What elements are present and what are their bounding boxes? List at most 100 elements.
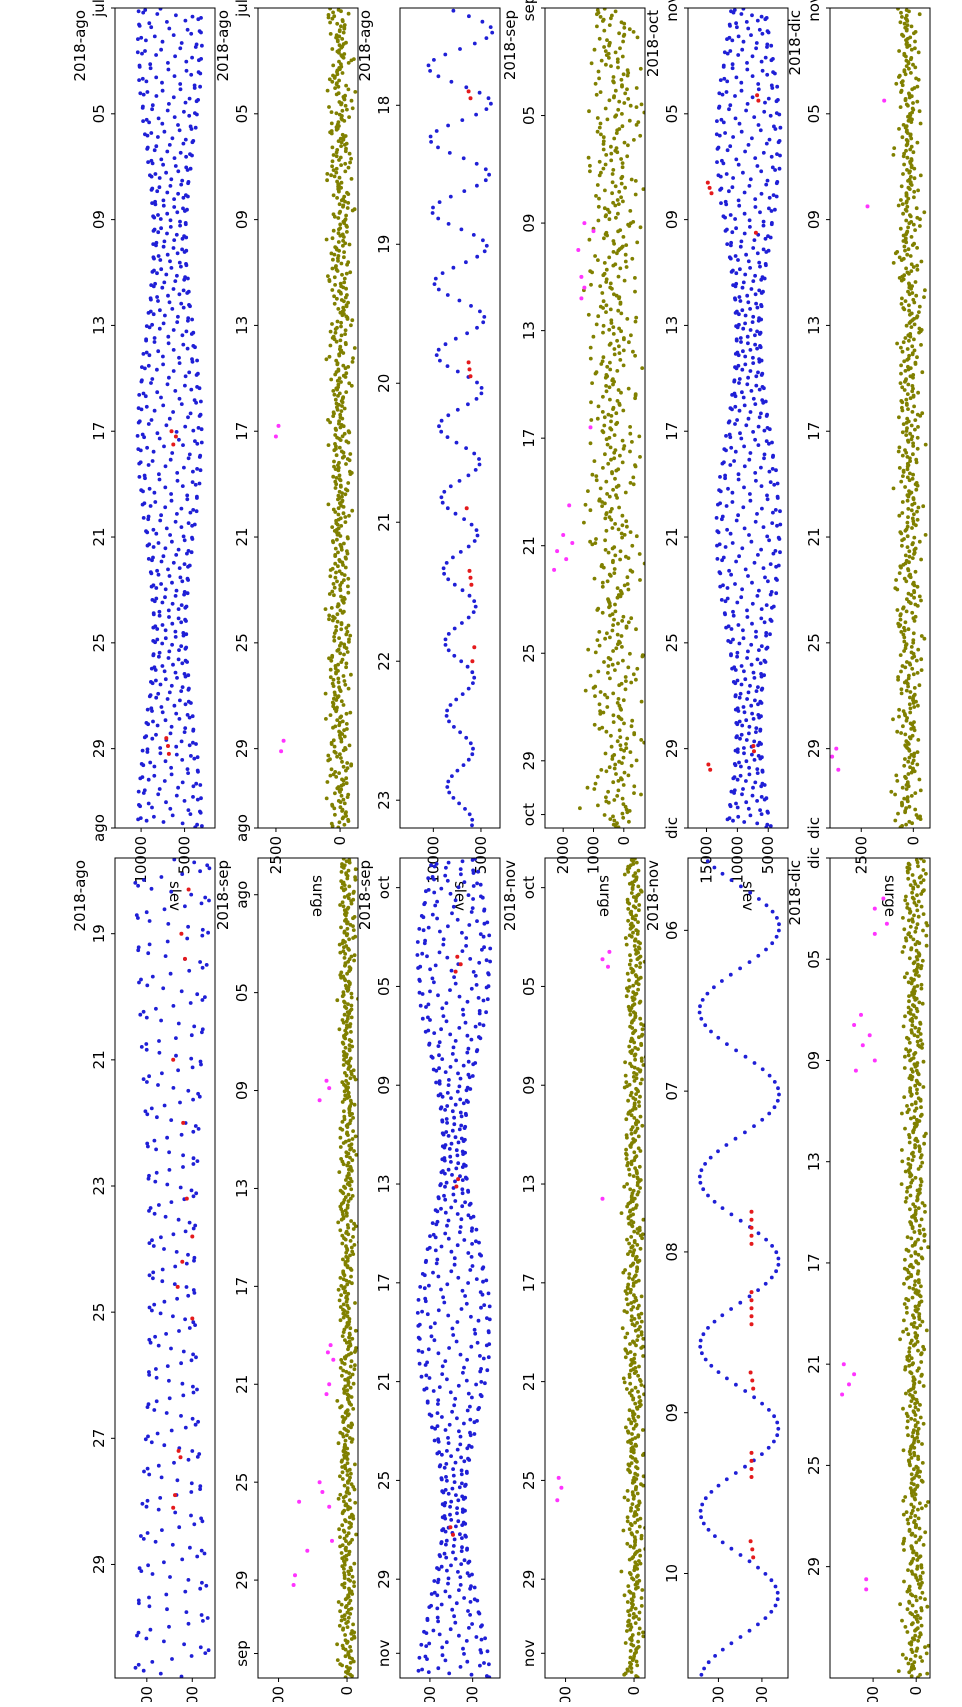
data-point xyxy=(757,425,761,429)
data-point xyxy=(476,870,480,874)
data-point xyxy=(161,601,165,605)
data-point xyxy=(724,229,728,233)
data-point xyxy=(340,809,344,813)
data-point xyxy=(906,515,910,519)
data-point xyxy=(760,644,764,648)
data-point xyxy=(446,364,450,368)
data-point xyxy=(734,254,738,258)
data-point xyxy=(345,1433,349,1437)
data-point xyxy=(445,1282,449,1286)
data-point xyxy=(170,266,174,270)
data-point xyxy=(350,1359,354,1363)
data-point xyxy=(191,1385,195,1389)
data-point xyxy=(915,763,919,767)
data-point xyxy=(912,705,916,709)
data-point xyxy=(452,1474,456,1478)
x-tick-label: 25 xyxy=(663,633,681,652)
data-point xyxy=(620,182,624,186)
data-point xyxy=(340,740,344,744)
data-point xyxy=(906,392,910,396)
data-point xyxy=(452,1046,456,1050)
data-point xyxy=(907,303,911,307)
data-point xyxy=(753,676,757,680)
data-point xyxy=(181,685,185,689)
data-point xyxy=(343,407,347,411)
data-point xyxy=(150,201,154,205)
data-point xyxy=(747,533,751,537)
data-point xyxy=(742,7,746,11)
data-point xyxy=(184,702,188,706)
data-point xyxy=(922,210,926,214)
data-point xyxy=(185,937,189,941)
data-point xyxy=(724,626,728,630)
data-point xyxy=(150,737,154,741)
data-point xyxy=(167,1150,171,1154)
data-point xyxy=(632,30,636,34)
data-point xyxy=(165,212,169,216)
data-point xyxy=(473,539,477,543)
flagged-point-5 xyxy=(181,1121,185,1125)
y-tick-label: 5000 xyxy=(183,1686,201,1702)
data-point xyxy=(201,1619,205,1623)
data-point xyxy=(736,778,740,782)
data-point xyxy=(770,222,774,226)
data-points-6 xyxy=(830,7,928,829)
data-point xyxy=(177,607,181,611)
data-point xyxy=(631,350,635,354)
data-point xyxy=(607,801,611,805)
data-point xyxy=(589,508,593,512)
data-point xyxy=(472,599,476,603)
data-point xyxy=(469,1216,473,1220)
data-point xyxy=(904,776,908,780)
data-point xyxy=(195,359,199,363)
data-point xyxy=(617,789,621,793)
data-point xyxy=(144,1437,148,1441)
x-tick-label: 21 xyxy=(805,527,823,546)
data-point xyxy=(349,1030,353,1034)
data-point xyxy=(909,215,913,219)
data-point xyxy=(746,574,750,578)
data-point xyxy=(768,196,772,200)
data-point xyxy=(338,583,342,587)
data-point xyxy=(434,1249,438,1253)
data-point xyxy=(157,1508,161,1512)
data-point xyxy=(348,711,352,715)
data-point xyxy=(628,432,632,436)
data-point xyxy=(179,302,183,306)
data-point xyxy=(758,265,762,269)
data-point xyxy=(589,346,593,350)
data-point xyxy=(613,763,617,767)
data-point xyxy=(738,122,742,126)
data-point xyxy=(734,695,738,699)
data-point xyxy=(736,513,740,517)
data-point xyxy=(167,650,171,654)
data-point xyxy=(426,1401,430,1405)
data-point xyxy=(628,652,632,656)
data-point xyxy=(343,332,347,336)
data-point xyxy=(189,1514,193,1518)
data-point xyxy=(166,61,170,65)
data-point xyxy=(618,728,622,732)
data-point xyxy=(345,877,349,881)
data-point xyxy=(718,134,722,138)
data-point xyxy=(753,471,757,475)
data-point xyxy=(172,238,176,242)
data-point xyxy=(200,1613,204,1617)
data-point xyxy=(912,31,916,35)
data-point xyxy=(466,665,470,669)
data-point xyxy=(142,1470,146,1474)
data-point xyxy=(333,302,337,306)
data-point xyxy=(489,25,493,29)
data-point xyxy=(447,1346,451,1350)
data-point xyxy=(899,198,903,202)
data-point xyxy=(156,724,160,728)
data-point xyxy=(442,1491,446,1495)
data-point xyxy=(190,332,194,336)
data-point xyxy=(769,114,773,118)
data-point xyxy=(900,687,904,691)
data-point xyxy=(736,806,740,810)
data-point xyxy=(175,430,179,434)
data-point xyxy=(760,304,764,308)
data-point xyxy=(759,784,763,788)
data-point xyxy=(178,717,182,721)
